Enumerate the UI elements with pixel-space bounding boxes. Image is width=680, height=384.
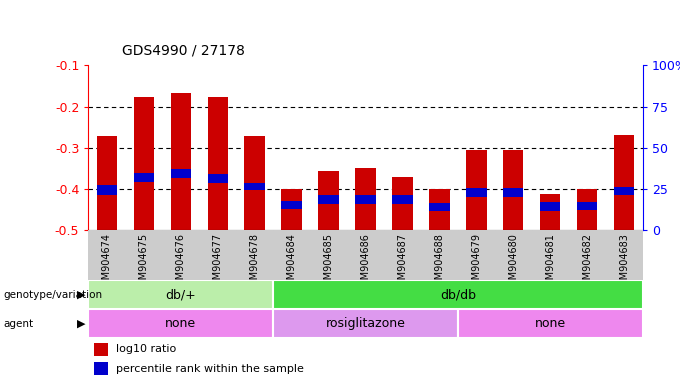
Text: GSM904685: GSM904685 [324,233,334,292]
Bar [125,230,163,280]
Bar [540,194,560,230]
Text: percentile rank within the sample: percentile rank within the sample [116,364,304,374]
Text: GSM904683: GSM904683 [619,233,629,292]
Text: ▶: ▶ [76,318,85,329]
Text: ▶: ▶ [76,290,85,300]
Text: GSM904674: GSM904674 [102,233,112,292]
Text: rosiglitazone: rosiglitazone [326,317,405,330]
Bar [273,309,458,338]
Text: db/+: db/+ [165,288,196,301]
Bar [429,203,449,211]
Bar [568,230,606,280]
Bar [134,98,154,230]
Bar [421,230,458,280]
Bar [577,202,597,210]
Bar [88,230,125,280]
Bar [503,188,524,197]
Text: GSM904687: GSM904687 [397,233,407,292]
Text: GSM904680: GSM904680 [508,233,518,292]
Bar [466,188,486,197]
Bar [458,230,495,280]
Bar [495,230,532,280]
Bar [392,195,413,204]
Text: GSM904682: GSM904682 [582,233,592,292]
Bar [171,169,191,179]
Text: none: none [534,317,566,330]
Bar [429,189,449,230]
Bar [356,168,375,230]
Bar [97,136,117,230]
Bar [318,195,339,204]
Bar [207,174,228,182]
Bar [236,230,273,280]
Bar [88,280,273,309]
Bar [207,98,228,230]
Bar [245,183,265,190]
Bar [540,202,560,210]
Bar [245,136,265,230]
Bar [466,150,486,230]
Text: GSM904679: GSM904679 [471,233,481,292]
Bar [356,195,375,204]
Text: GSM904681: GSM904681 [545,233,556,292]
Bar [94,343,108,356]
Bar [614,136,634,230]
Text: GSM904678: GSM904678 [250,233,260,292]
Text: log10 ratio: log10 ratio [116,344,176,354]
Text: GSM904684: GSM904684 [286,233,296,292]
Text: agent: agent [3,318,33,329]
Bar [392,177,413,230]
Text: GSM904686: GSM904686 [360,233,371,292]
Bar [273,280,643,309]
Text: GSM904676: GSM904676 [175,233,186,292]
Bar [310,230,347,280]
Bar [606,230,643,280]
Text: GSM904675: GSM904675 [139,233,149,292]
Bar [282,201,302,209]
Bar [503,150,524,230]
Bar [384,230,421,280]
Text: none: none [165,317,197,330]
Bar [273,230,310,280]
Bar [282,189,302,230]
Text: genotype/variation: genotype/variation [3,290,103,300]
Bar [318,171,339,230]
Bar [94,362,108,375]
Text: GSM904688: GSM904688 [435,233,445,292]
Bar [532,230,568,280]
Text: db/db: db/db [440,288,476,301]
Bar [88,309,273,338]
Text: GSM904677: GSM904677 [213,233,223,292]
Bar [171,93,191,230]
Bar [347,230,384,280]
Bar [614,187,634,195]
Bar [163,230,199,280]
Bar [199,230,236,280]
Bar [577,189,597,230]
Text: GDS4990 / 27178: GDS4990 / 27178 [122,44,245,58]
Bar [458,309,643,338]
Bar [97,185,117,195]
Bar [134,174,154,182]
